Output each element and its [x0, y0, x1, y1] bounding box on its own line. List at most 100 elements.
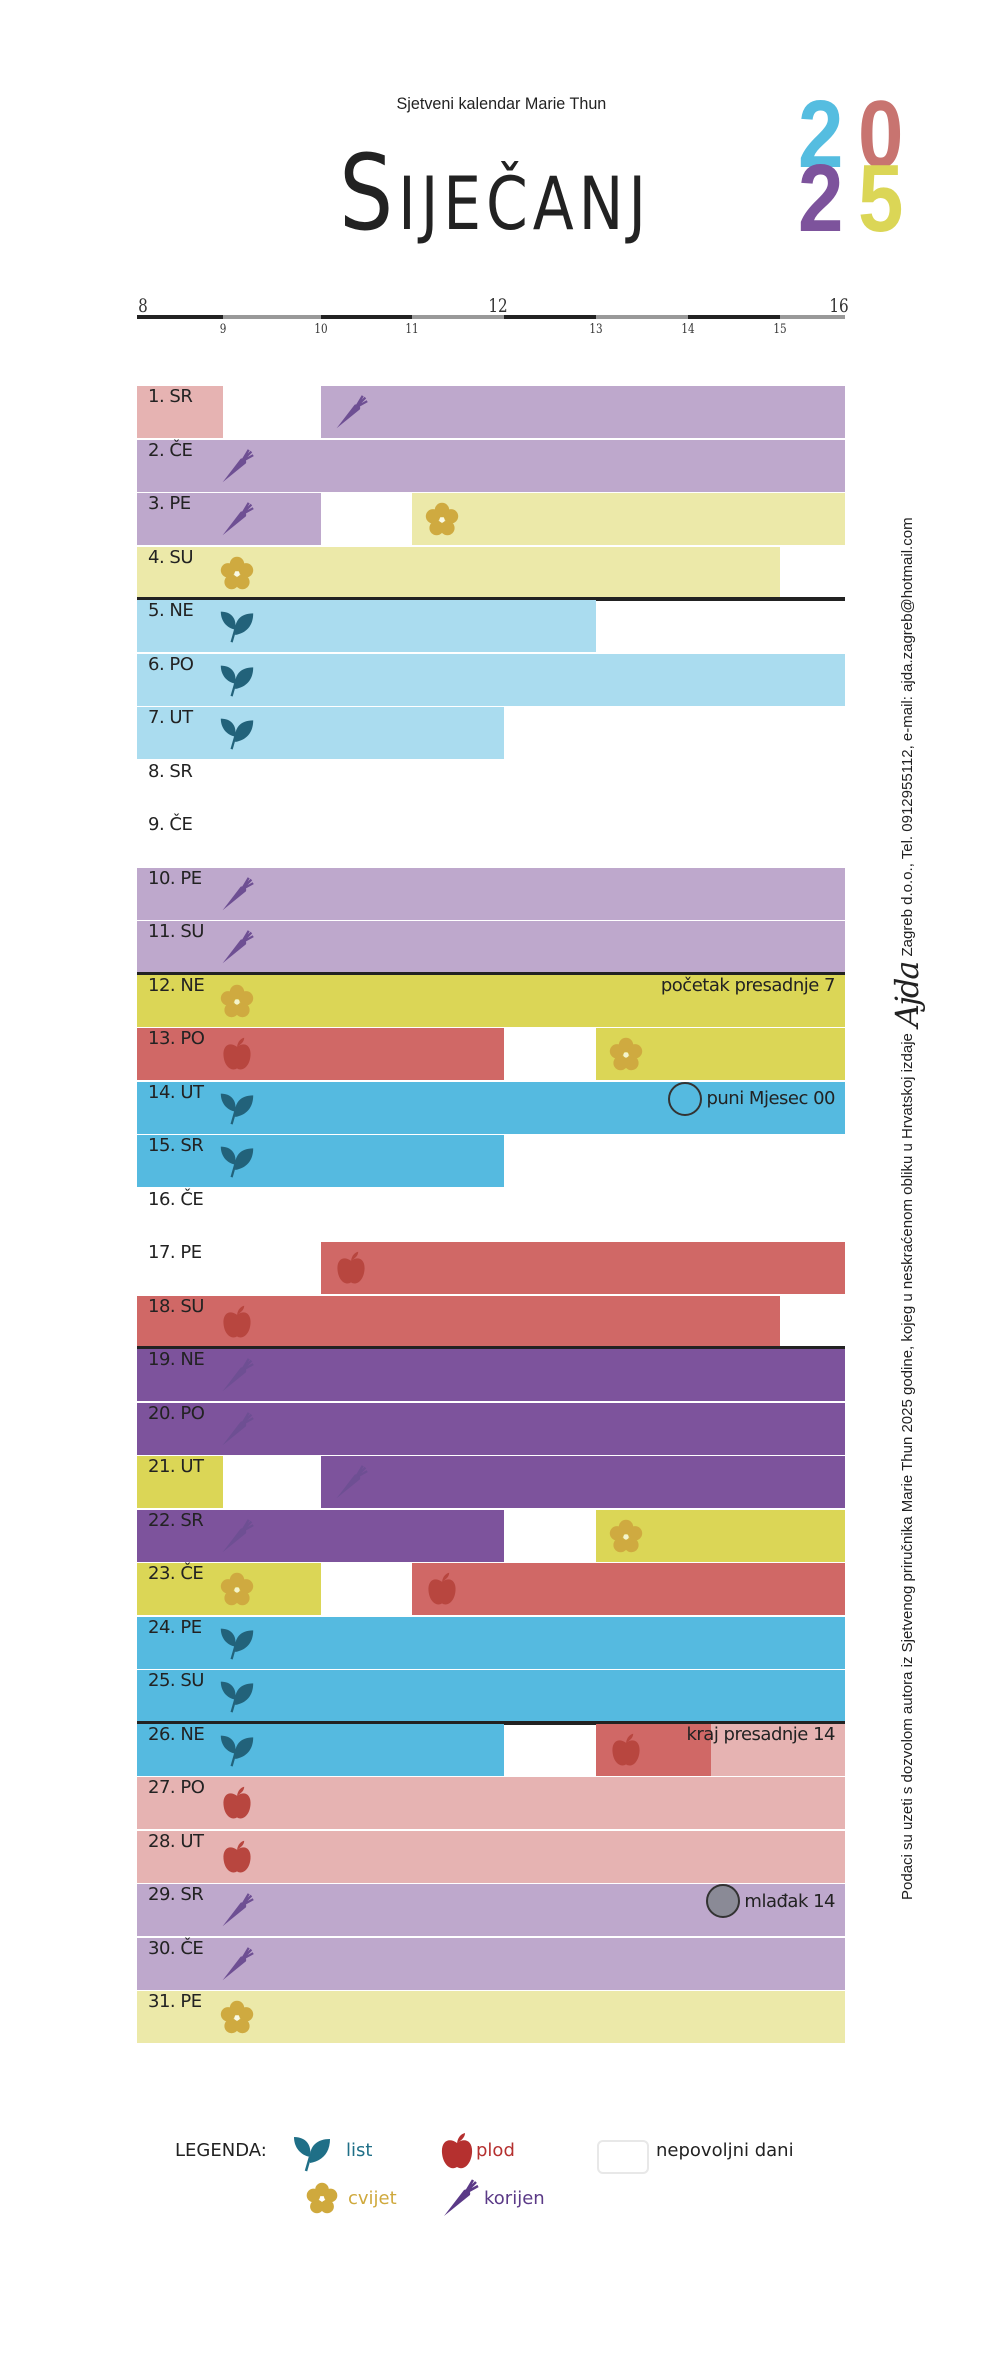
- time-bar: [137, 974, 845, 1027]
- legend-list: list: [346, 2140, 373, 2161]
- day-row: 26. NE kraj presadnje 14: [137, 1723, 845, 1776]
- carrot-icon: [219, 501, 255, 537]
- day-label: 10. PE: [148, 867, 202, 889]
- time-bar: [137, 1777, 845, 1829]
- time-bar: [137, 653, 845, 706]
- time-bar: [137, 1937, 845, 1990]
- carrot-icon: [219, 929, 255, 965]
- day-row: 14. UT puni Mjesec 00: [137, 1081, 845, 1134]
- day-row: 25. SU: [137, 1670, 845, 1722]
- time-bar: [137, 1991, 845, 2043]
- day-row: 29. SR mlađak 14: [137, 1884, 845, 1936]
- time-bar: [321, 1456, 845, 1508]
- day-label: 8. SR: [148, 760, 193, 782]
- leaf-icon: [219, 608, 255, 644]
- month-title: Siječanj: [339, 132, 651, 254]
- week-separator: [137, 1346, 845, 1350]
- apple-icon: [437, 2131, 477, 2171]
- day-label: 15. SR: [148, 1135, 204, 1156]
- carrot-icon: [440, 2178, 480, 2218]
- legend-plod: plod: [476, 2140, 515, 2161]
- day-row: 12. NE početak presadnje 7: [137, 974, 845, 1027]
- day-label: 21. UT: [148, 1456, 204, 1477]
- day-note: mlađak 14: [706, 1884, 835, 1918]
- time-bar: [137, 1349, 845, 1401]
- day-row: 22. SR: [137, 1509, 845, 1562]
- flower-icon: [219, 555, 255, 591]
- time-bar: [412, 493, 845, 545]
- time-bar: [137, 600, 596, 652]
- legend-korijen: korijen: [484, 2188, 545, 2209]
- day-label: 5. NE: [148, 600, 194, 621]
- axis-tick-label: 12: [488, 295, 508, 317]
- day-label: 26. NE: [148, 1723, 205, 1745]
- day-label: 2. ČE: [148, 439, 193, 461]
- week-separator: [137, 971, 845, 976]
- day-label: 16. ČE: [148, 1188, 204, 1210]
- time-bar: [137, 921, 845, 973]
- day-label: 28. UT: [148, 1830, 204, 1852]
- time-bar: [137, 1509, 504, 1562]
- day-row: 11. SU: [137, 921, 845, 973]
- leaf-icon: [219, 715, 255, 751]
- year-digit: 5: [858, 145, 904, 252]
- apple-icon: [219, 1304, 255, 1340]
- day-row: 16. ČE: [137, 1189, 845, 1241]
- time-axis: 8 12 16 9 10 11 13 14 15: [137, 290, 849, 340]
- day-row: 8. SR: [137, 761, 845, 813]
- flower-icon: [219, 983, 255, 1019]
- flower-icon: [219, 1999, 255, 2035]
- leaf-icon: [219, 662, 255, 698]
- day-row: 27. PO: [137, 1777, 845, 1829]
- legend-cvijet: cvijet: [348, 2188, 397, 2209]
- day-row: 1. SR: [137, 386, 845, 438]
- week-separator: [137, 1720, 845, 1725]
- axis-segment: [137, 315, 223, 319]
- day-row: 20. PO: [137, 1402, 845, 1455]
- subtitle: Sjetveni kalendar Marie Thun: [396, 94, 606, 113]
- legend-unfavorable: nepovoljni dani: [656, 2140, 794, 2161]
- new-moon-icon: [706, 1884, 741, 1918]
- carrot-icon: [219, 1892, 255, 1928]
- axis-tick-label: 11: [405, 322, 419, 337]
- time-bar: [137, 1670, 845, 1722]
- carrot-icon: [219, 1357, 255, 1393]
- time-bar: [137, 1081, 845, 1134]
- unfavorable-swatch: [597, 2140, 649, 2174]
- full-moon-icon: [668, 1081, 703, 1116]
- axis-tick-label: 9: [219, 322, 227, 337]
- day-label: 6. PO: [148, 653, 194, 675]
- day-label: 27. PO: [148, 1777, 205, 1798]
- day-label: 25. SU: [148, 1670, 204, 1691]
- flower-icon: [608, 1036, 644, 1072]
- axis-tick-label: 8: [138, 295, 148, 317]
- apple-icon: [219, 1036, 255, 1072]
- flower-icon: [424, 501, 460, 537]
- day-label: 13. PO: [148, 1028, 205, 1049]
- flower-icon: [219, 1571, 255, 1607]
- carrot-icon: [219, 448, 255, 484]
- day-row: 19. NE: [137, 1349, 845, 1401]
- day-label: 31. PE: [148, 1991, 202, 2012]
- day-label: 4. SU: [148, 546, 194, 568]
- leaf-icon: [219, 1678, 255, 1714]
- day-label: 14. UT: [148, 1081, 204, 1103]
- time-bar: [137, 386, 223, 438]
- apple-icon: [219, 1785, 255, 1821]
- side-note: Podaci su uzeti s dozvolom autora iz Sje…: [888, 517, 926, 1900]
- day-row: 7. UT: [137, 707, 845, 759]
- time-bar: [711, 1723, 845, 1776]
- day-label: 18. SU: [148, 1295, 204, 1317]
- time-bar: [137, 1830, 845, 1883]
- carrot-icon: [333, 394, 369, 430]
- day-row: 3. PE: [137, 493, 845, 545]
- day-label: 29. SR: [148, 1884, 204, 1905]
- time-bar: [137, 493, 321, 545]
- axis-tick-label: 16: [829, 295, 849, 317]
- day-row: 10. PE: [137, 867, 845, 920]
- day-row: 21. UT: [137, 1456, 845, 1508]
- time-bar: [137, 1402, 845, 1455]
- day-label: 22. SR: [148, 1509, 204, 1531]
- day-row: 17. PE: [137, 1242, 845, 1294]
- time-bar: [137, 1028, 504, 1080]
